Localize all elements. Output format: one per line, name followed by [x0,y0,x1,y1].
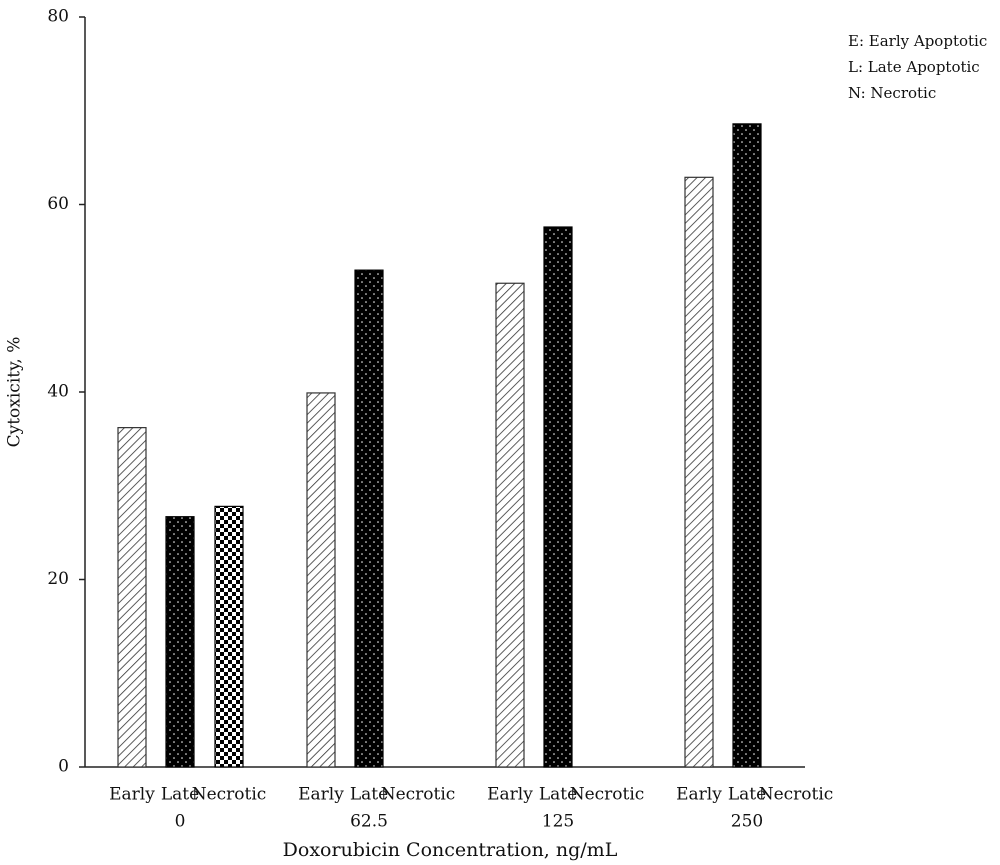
series-label: Early [676,785,722,805]
y-tick-label: 80 [47,7,69,27]
series-label: Late [728,785,766,805]
x-tick-label: 0 [175,812,186,832]
legend-note: L: Late Apoptotic [848,58,980,76]
series-label: Early [487,785,533,805]
bar [732,123,762,768]
bar [684,176,714,768]
series-label: Necrotic [570,785,645,805]
bar [165,516,195,768]
y-tick-label: 60 [47,194,69,214]
y-axis-label: Cytoxicity, % [5,337,25,448]
y-tick-label: 40 [47,382,69,402]
bar [495,282,525,768]
bar [214,505,244,768]
series-label: Necrotic [192,785,267,805]
series-label: Late [350,785,388,805]
legend-note: E: Early Apoptotic [848,32,987,50]
series-label: Necrotic [381,785,456,805]
x-tick-label: 62.5 [350,812,388,832]
y-tick-label: 0 [58,757,69,777]
bar [354,269,384,768]
series-label: Late [539,785,577,805]
legend-note: N: Necrotic [848,84,936,102]
x-tick-label: 125 [542,812,574,832]
y-tick-label: 20 [47,569,69,589]
series-label: Early [298,785,344,805]
bar [543,226,573,768]
series-label: Early [109,785,155,805]
series-label: Necrotic [759,785,834,805]
x-tick-label: 250 [731,812,763,832]
bar [306,392,336,768]
bar [117,427,147,768]
x-axis-label: Doxorubicin Concentration, ng/mL [283,839,618,861]
series-label: Late [161,785,199,805]
